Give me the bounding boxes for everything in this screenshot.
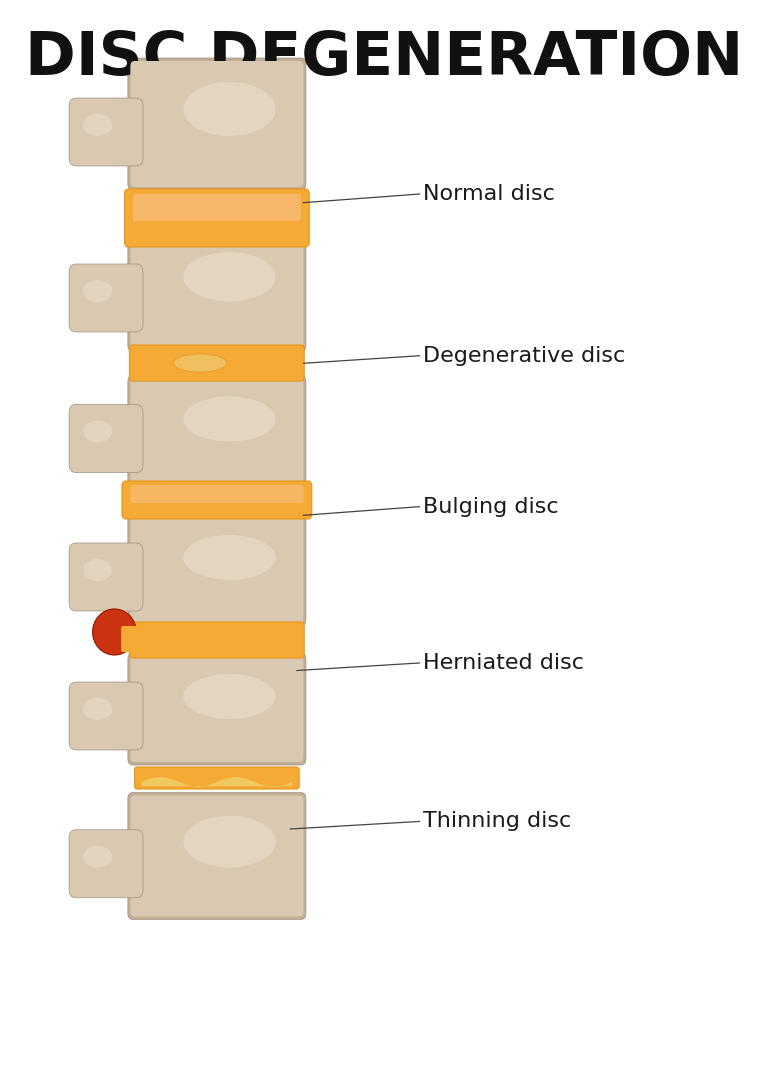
- Ellipse shape: [184, 674, 276, 719]
- Ellipse shape: [184, 535, 276, 580]
- FancyBboxPatch shape: [131, 485, 303, 503]
- Ellipse shape: [184, 397, 276, 442]
- FancyBboxPatch shape: [69, 682, 143, 750]
- FancyBboxPatch shape: [121, 626, 140, 652]
- FancyBboxPatch shape: [131, 657, 303, 762]
- Ellipse shape: [93, 609, 136, 655]
- Ellipse shape: [83, 697, 112, 720]
- Text: Thinning disc: Thinning disc: [422, 812, 571, 831]
- Ellipse shape: [83, 420, 112, 442]
- FancyBboxPatch shape: [69, 264, 143, 332]
- Ellipse shape: [83, 280, 112, 302]
- FancyBboxPatch shape: [131, 61, 303, 186]
- Text: Bulging disc: Bulging disc: [422, 497, 558, 516]
- FancyBboxPatch shape: [127, 375, 306, 487]
- FancyBboxPatch shape: [127, 58, 306, 190]
- FancyBboxPatch shape: [69, 404, 143, 472]
- Polygon shape: [141, 777, 293, 787]
- FancyBboxPatch shape: [127, 792, 306, 920]
- FancyBboxPatch shape: [124, 189, 310, 247]
- FancyBboxPatch shape: [69, 830, 143, 898]
- FancyBboxPatch shape: [134, 768, 300, 789]
- Ellipse shape: [174, 354, 227, 372]
- FancyBboxPatch shape: [130, 622, 304, 658]
- FancyBboxPatch shape: [131, 796, 303, 916]
- Text: Degenerative disc: Degenerative disc: [422, 346, 625, 365]
- Text: DISC DEGENERATION: DISC DEGENERATION: [25, 28, 743, 87]
- FancyBboxPatch shape: [131, 517, 303, 623]
- FancyBboxPatch shape: [127, 230, 306, 351]
- FancyBboxPatch shape: [133, 194, 301, 221]
- FancyBboxPatch shape: [69, 543, 143, 611]
- FancyBboxPatch shape: [69, 98, 143, 166]
- FancyBboxPatch shape: [131, 378, 303, 484]
- Text: Normal disc: Normal disc: [422, 184, 554, 204]
- FancyBboxPatch shape: [127, 514, 306, 626]
- Ellipse shape: [184, 816, 276, 868]
- Ellipse shape: [83, 114, 112, 136]
- FancyBboxPatch shape: [122, 481, 312, 519]
- Text: Herniated disc: Herniated disc: [422, 653, 584, 673]
- Ellipse shape: [83, 559, 112, 581]
- FancyBboxPatch shape: [127, 653, 306, 765]
- Ellipse shape: [184, 82, 276, 136]
- FancyBboxPatch shape: [131, 233, 303, 348]
- Ellipse shape: [83, 846, 112, 868]
- Ellipse shape: [184, 252, 276, 302]
- FancyBboxPatch shape: [130, 345, 304, 381]
